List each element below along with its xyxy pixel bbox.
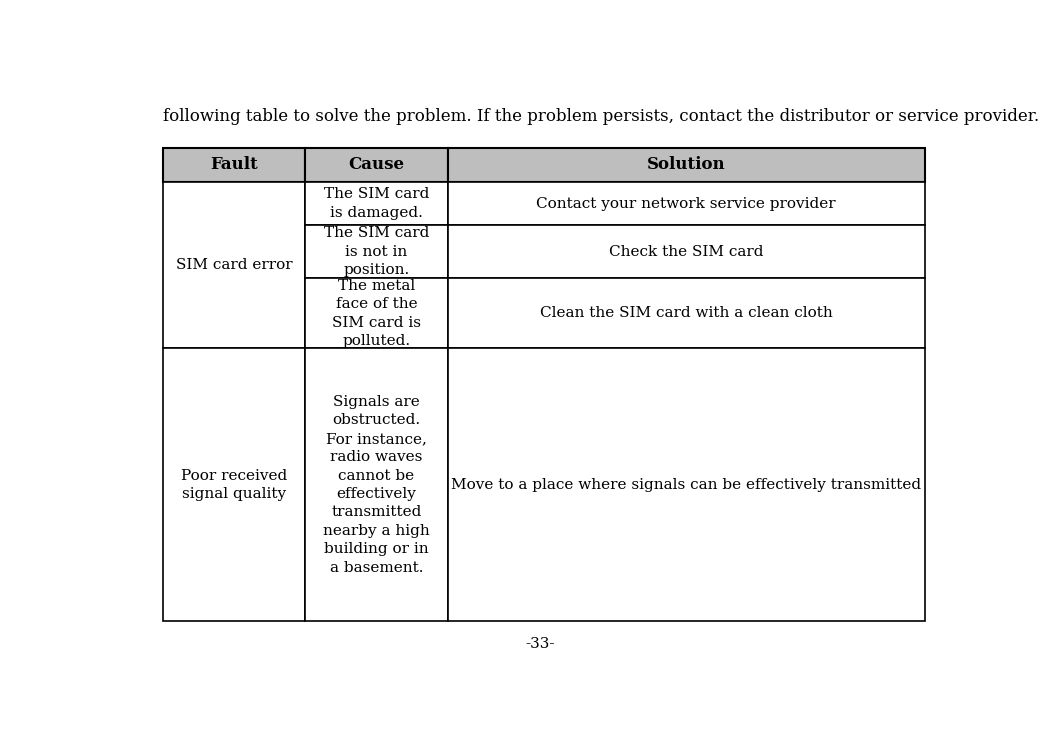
Bar [305, 279, 448, 348]
Text: The SIM card
is damaged.: The SIM card is damaged. [323, 187, 430, 220]
Text: Signals are
obstructed.
For instance,
radio waves
cannot be
effectively
transmit: Signals are obstructed. For instance, ra… [323, 395, 430, 575]
Bar [162, 148, 305, 182]
Text: Fault: Fault [210, 156, 258, 173]
Bar [448, 182, 925, 226]
Bar [305, 348, 448, 621]
Text: following table to solve the problem. If the problem persists, contact the distr: following table to solve the problem. If… [162, 108, 1038, 125]
Text: Solution: Solution [647, 156, 726, 173]
Bar [305, 148, 448, 182]
Bar [305, 226, 448, 279]
Bar [448, 348, 925, 621]
Bar [448, 226, 925, 279]
Text: The SIM card
is not in
position.: The SIM card is not in position. [323, 226, 430, 277]
Bar [162, 182, 305, 348]
Text: SIM card error: SIM card error [176, 258, 293, 272]
Text: Check the SIM card: Check the SIM card [609, 245, 763, 259]
Text: -33-: -33- [524, 637, 555, 651]
Text: Cause: Cause [349, 156, 404, 173]
Bar [448, 279, 925, 348]
Text: The metal
face of the
SIM card is
polluted.: The metal face of the SIM card is pollut… [332, 279, 421, 348]
Bar [162, 348, 305, 621]
Text: Contact your network service provider: Contact your network service provider [536, 196, 836, 210]
Text: Move to a place where signals can be effectively transmitted: Move to a place where signals can be eff… [452, 478, 921, 492]
Bar [448, 148, 925, 182]
Text: Poor received
signal quality: Poor received signal quality [181, 469, 287, 501]
Bar [305, 182, 448, 226]
Text: Clean the SIM card with a clean cloth: Clean the SIM card with a clean cloth [540, 306, 833, 320]
